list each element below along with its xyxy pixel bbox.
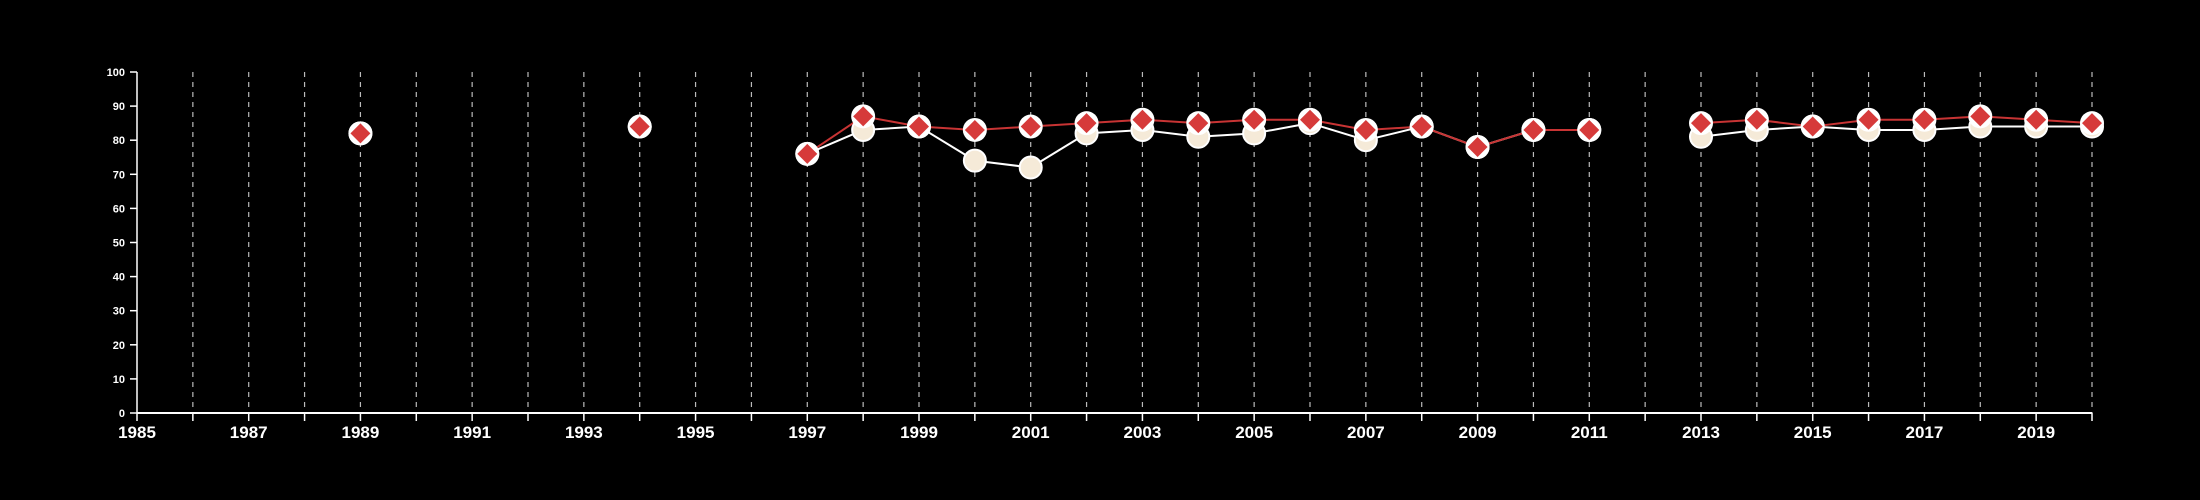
y-tick-label: 60	[113, 203, 125, 215]
diamond-marker	[964, 119, 985, 140]
y-tick-label: 20	[113, 340, 125, 352]
diamond-marker	[1914, 109, 1935, 130]
y-tick-label: 30	[113, 306, 125, 318]
x-tick-label: 2017	[1906, 423, 1944, 442]
diamond-marker	[1691, 113, 1711, 134]
x-tick-label: 1989	[342, 423, 380, 442]
x-tick-label: 2013	[1682, 423, 1720, 442]
diamond-marker	[1244, 109, 1265, 130]
grid-lines	[192, 72, 2093, 413]
x-tick-label: 2019	[2017, 423, 2055, 442]
y-tick-label: 90	[113, 101, 125, 113]
diamond-marker	[1970, 106, 1991, 127]
diamond-marker	[1467, 137, 1488, 158]
x-tick-label: 2005	[1235, 423, 1273, 442]
diamond-marker	[1132, 109, 1153, 130]
diamond-marker	[853, 106, 874, 127]
diamond-marker	[1579, 119, 1600, 140]
circle-marker	[962, 148, 987, 173]
diamond-marker	[909, 116, 929, 137]
x-tick-label: 2015	[1794, 423, 1832, 442]
y-tick-label: 40	[113, 272, 125, 284]
x-tick-label: 1985	[118, 423, 156, 442]
diamond-marker	[1746, 109, 1767, 130]
y-tick-label: 0	[119, 408, 125, 420]
diamond-marker	[797, 143, 818, 164]
series	[348, 104, 2104, 180]
diamond-marker	[1411, 116, 1432, 137]
diamond-marker	[1802, 116, 1823, 137]
x-tick-label: 2001	[1012, 423, 1050, 442]
x-tick-label: 2007	[1347, 423, 1385, 442]
diamond-marker	[1858, 109, 1879, 130]
diamond-marker	[1188, 113, 1209, 134]
y-tick-label: 10	[113, 374, 125, 386]
axes: 0 10 20 30 40 50 60 70 80 90 100 1985 1987 1989 1991 19…	[107, 67, 2093, 442]
x-tick-label: 1991	[453, 423, 491, 442]
x-tick-label: 2009	[1459, 423, 1497, 442]
y-tick-label: 80	[113, 135, 125, 147]
y-tick-label: 70	[113, 169, 125, 181]
x-tick-label: 1987	[230, 423, 268, 442]
x-tick-label: 1999	[900, 423, 938, 442]
x-tick-label: 1997	[788, 423, 826, 442]
diamond-marker	[1300, 109, 1320, 130]
diamond-marker	[1355, 119, 1376, 140]
diamond-marker	[1076, 113, 1097, 134]
diamond-marker	[2026, 109, 2047, 130]
diamond-marker	[2082, 113, 2102, 134]
x-tick-label: 1995	[677, 423, 715, 442]
x-tick-label: 1993	[565, 423, 603, 442]
diamond-marker	[629, 116, 650, 137]
diamond-marker	[1523, 119, 1544, 140]
x-tick-label: 2003	[1124, 423, 1162, 442]
y-tick-label: 100	[107, 67, 125, 79]
circle-marker	[1018, 155, 1043, 180]
diamond-marker	[350, 123, 371, 144]
y-tick-label: 50	[113, 238, 125, 250]
diamond-marker	[1020, 116, 1041, 137]
x-tick-label: 2011	[1571, 423, 1608, 442]
